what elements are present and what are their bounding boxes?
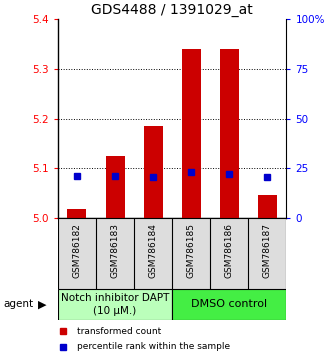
Text: GSM786182: GSM786182 (72, 223, 81, 278)
Bar (182, 49, 201, 218)
Text: GSM786187: GSM786187 (263, 223, 272, 278)
Text: GSM786183: GSM786183 (111, 223, 119, 278)
Bar (172, 289, 286, 320)
Text: percentile rank within the sample: percentile rank within the sample (77, 342, 230, 352)
Bar (68, 209, 86, 218)
Bar (58, 289, 172, 320)
Text: GSM786186: GSM786186 (225, 223, 234, 278)
Bar (106, 156, 124, 218)
Bar (258, 195, 277, 218)
Text: transformed count: transformed count (77, 326, 161, 336)
Title: GDS4488 / 1391029_at: GDS4488 / 1391029_at (91, 3, 253, 17)
Text: GSM786185: GSM786185 (187, 223, 196, 278)
Text: GSM786184: GSM786184 (149, 223, 158, 278)
Bar (144, 126, 163, 218)
Text: ▶: ▶ (38, 299, 47, 309)
Bar (220, 49, 239, 218)
Text: Notch inhibitor DAPT
(10 μM.): Notch inhibitor DAPT (10 μM.) (61, 293, 169, 316)
Text: DMSO control: DMSO control (191, 299, 267, 309)
Text: agent: agent (3, 299, 33, 309)
